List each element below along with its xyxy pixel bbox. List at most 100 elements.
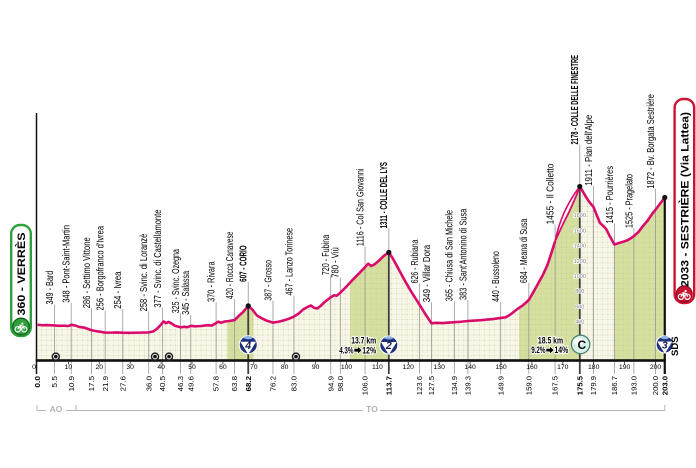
svg-text:720 - Fubina: 720 - Fubina	[321, 234, 332, 275]
svg-text:200.0: 200.0	[651, 376, 660, 395]
svg-text:70: 70	[250, 364, 258, 371]
svg-text:40.5: 40.5	[158, 376, 167, 391]
svg-text:4.3%: 4.3%	[339, 345, 353, 355]
svg-text:14%: 14%	[554, 345, 568, 355]
svg-text:200: 200	[650, 364, 662, 371]
svg-text:600: 600	[575, 304, 584, 310]
svg-text:TO: TO	[366, 404, 378, 414]
svg-text:800: 800	[575, 289, 584, 295]
svg-text:1600: 1600	[574, 228, 586, 234]
svg-text:420 - Rocca Canavese: 420 - Rocca Canavese	[225, 231, 236, 299]
svg-text:286 - Settimo Vittone: 286 - Settimo Vittone	[82, 237, 93, 308]
svg-text:2178 - COLLE DELLE FINESTRE: 2178 - COLLE DELLE FINESTRE	[570, 55, 581, 145]
svg-text:1872 - Bv. Borgata Sestrière: 1872 - Bv. Borgata Sestrière	[646, 94, 657, 189]
svg-text:63.8: 63.8	[230, 376, 239, 391]
svg-text:203.0: 203.0	[660, 376, 669, 395]
svg-text:1800: 1800	[574, 213, 586, 219]
svg-text:60: 60	[219, 364, 227, 371]
svg-text:98.0: 98.0	[336, 376, 345, 391]
svg-text:9.2%: 9.2%	[531, 345, 545, 355]
svg-text:159.0: 159.0	[524, 376, 533, 395]
svg-text:193.0: 193.0	[629, 376, 638, 395]
svg-text:30: 30	[126, 364, 134, 371]
svg-text:149.9: 149.9	[496, 376, 505, 395]
svg-text:21.9: 21.9	[101, 376, 110, 391]
svg-text:1000: 1000	[574, 274, 586, 280]
svg-text:110: 110	[372, 364, 383, 371]
svg-text:1116 - Col San Giovanni: 1116 - Col San Giovanni	[355, 169, 366, 247]
svg-text:467 - Lanzo Torinese: 467 - Lanzo Torinese	[284, 227, 295, 295]
svg-text:94.9: 94.9	[326, 376, 335, 391]
svg-text:13.7 km: 13.7 km	[351, 335, 376, 345]
svg-text:0.0: 0.0	[33, 376, 42, 388]
svg-text:57.8: 57.8	[212, 376, 221, 391]
svg-text:40: 40	[157, 364, 165, 371]
svg-text:325 - Svinc. Ozegna: 325 - Svinc. Ozegna	[171, 249, 182, 314]
svg-text:10: 10	[65, 364, 73, 371]
svg-text:2033 - SESTRIÈRE (Via Lattea): 2033 - SESTRIÈRE (Via Lattea)	[678, 112, 691, 287]
svg-text:17.5: 17.5	[87, 376, 96, 391]
svg-text:3: 3	[662, 340, 668, 351]
svg-text:186.7: 186.7	[610, 376, 619, 395]
svg-text:68.2: 68.2	[244, 376, 253, 391]
svg-text:1311 - COLLE DEL LYS: 1311 - COLLE DEL LYS	[379, 162, 390, 229]
svg-text:383 - Sant'Antonino di Susa: 383 - Sant'Antonino di Susa	[458, 208, 469, 300]
svg-text:190: 190	[619, 364, 631, 371]
svg-text:100: 100	[341, 364, 353, 371]
svg-text:123.6: 123.6	[415, 376, 424, 395]
svg-text:1200: 1200	[574, 259, 586, 265]
svg-text:5.5: 5.5	[50, 376, 59, 388]
svg-text:140: 140	[464, 364, 476, 371]
svg-text:360 - VERRÈS: 360 - VERRÈS	[15, 232, 28, 316]
svg-text:83.0: 83.0	[290, 376, 299, 391]
svg-text:256 - Borgofranco d'Ivrea: 256 - Borgofranco d'Ivrea	[96, 226, 107, 311]
svg-text:179.9: 179.9	[589, 376, 598, 395]
svg-text:50: 50	[188, 364, 196, 371]
svg-text:370 - Rivara: 370 - Rivara	[207, 261, 218, 302]
svg-text:254 - Ivrea: 254 - Ivrea	[113, 271, 124, 309]
svg-text:18.5 km: 18.5 km	[538, 335, 563, 345]
svg-text:607 - CORIO: 607 - CORIO	[239, 245, 250, 282]
svg-text:626 - Rubiana: 626 - Rubiana	[410, 239, 421, 283]
svg-text:387 - Grosso: 387 - Grosso	[263, 260, 274, 301]
svg-text:90: 90	[312, 364, 320, 371]
svg-text:150: 150	[495, 364, 507, 371]
svg-text:348 - Pont-Saint-Martin: 348 - Pont-Saint-Martin	[62, 225, 73, 303]
svg-text:46.3: 46.3	[176, 376, 185, 391]
svg-text:SDS: SDS	[670, 336, 681, 356]
svg-text:106.0: 106.0	[361, 376, 370, 395]
svg-text:1415 - Pourrières: 1415 - Pourrières	[605, 166, 616, 224]
svg-text:12%: 12%	[362, 345, 376, 355]
svg-text:130: 130	[434, 364, 446, 371]
svg-text:1911 - Pian dell'Alpe: 1911 - Pian dell'Alpe	[584, 114, 595, 185]
svg-text:258 - Svinc. di Loranzè: 258 - Svinc. di Loranzè	[139, 233, 150, 311]
svg-text:139.3: 139.3	[464, 376, 473, 395]
svg-text:113.7: 113.7	[384, 376, 393, 395]
svg-text:AO: AO	[50, 404, 63, 414]
svg-text:1455 - Il Colletto: 1455 - Il Colletto	[545, 163, 556, 224]
svg-text:27.6: 27.6	[118, 376, 127, 391]
svg-text:400: 400	[575, 320, 584, 326]
svg-text:1525 - Pragelato: 1525 - Pragelato	[624, 174, 635, 229]
svg-text:36.0: 36.0	[144, 376, 153, 391]
svg-text:349 - Villar Dora: 349 - Villar Dora	[422, 244, 433, 302]
svg-text:2: 2	[385, 340, 392, 352]
svg-text:49.6: 49.6	[186, 376, 195, 391]
svg-text:C: C	[577, 338, 586, 352]
svg-text:377 - Svinc. di Castellamonte: 377 - Svinc. di Castellamonte	[153, 209, 164, 307]
svg-text:780 - Viù: 780 - Viù	[331, 247, 342, 277]
svg-text:4: 4	[244, 340, 251, 352]
svg-text:349 - Bard: 349 - Bard	[45, 271, 56, 305]
svg-text:160: 160	[526, 364, 538, 371]
svg-text:365 - Chiusa di San Michele: 365 - Chiusa di San Michele	[445, 209, 456, 301]
svg-text:170: 170	[557, 364, 569, 371]
svg-text:76.2: 76.2	[269, 376, 278, 391]
svg-text:10.9: 10.9	[67, 376, 76, 391]
svg-text:180: 180	[588, 364, 600, 371]
svg-text:20: 20	[96, 364, 104, 371]
svg-text:134.9: 134.9	[450, 376, 459, 395]
svg-text:120: 120	[403, 364, 415, 371]
svg-text:167.5: 167.5	[551, 376, 560, 395]
svg-text:127.5: 127.5	[427, 376, 436, 395]
svg-text:1400: 1400	[574, 244, 586, 250]
